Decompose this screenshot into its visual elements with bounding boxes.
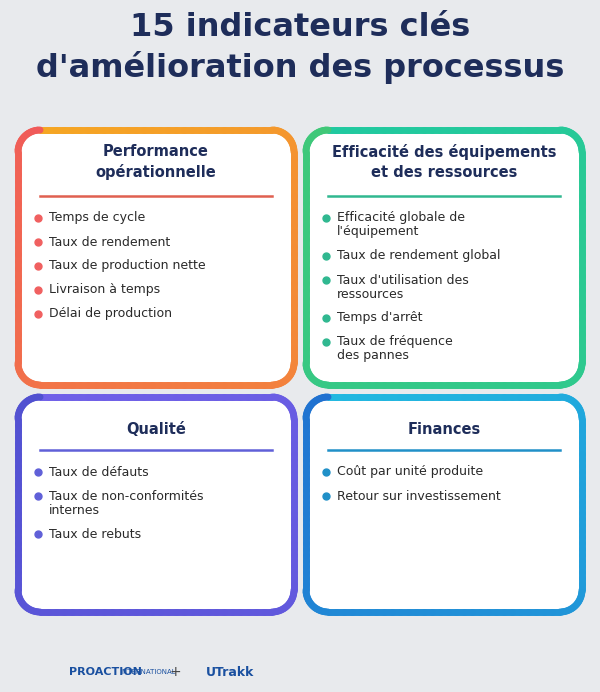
Text: Coût par unité produite: Coût par unité produite (337, 466, 483, 478)
Text: UTrakk: UTrakk (206, 666, 254, 678)
Text: Taux de rendement global: Taux de rendement global (337, 250, 500, 262)
Text: ressources: ressources (337, 287, 404, 300)
Text: INTERNATIONAL: INTERNATIONAL (120, 669, 176, 675)
Text: Taux de non-conformités: Taux de non-conformités (49, 489, 203, 502)
Text: Efficacité globale de: Efficacité globale de (337, 212, 465, 224)
FancyBboxPatch shape (20, 399, 292, 610)
FancyBboxPatch shape (308, 132, 580, 383)
Text: Temps d'arrêt: Temps d'arrêt (337, 311, 422, 325)
Text: d'amélioration des processus: d'amélioration des processus (36, 51, 564, 84)
Text: Taux de rebuts: Taux de rebuts (49, 527, 141, 540)
Text: Efficacité des équipements
et des ressources: Efficacité des équipements et des ressou… (332, 145, 556, 180)
Text: Taux de fréquence: Taux de fréquence (337, 336, 453, 349)
Text: Taux de rendement: Taux de rendement (49, 235, 170, 248)
Text: Délai de production: Délai de production (49, 307, 172, 320)
Text: PROACTION: PROACTION (68, 667, 142, 677)
Text: Taux de production nette: Taux de production nette (49, 260, 206, 273)
Text: 15 indicateurs clés: 15 indicateurs clés (130, 12, 470, 44)
Text: des pannes: des pannes (337, 349, 409, 363)
Text: Temps de cycle: Temps de cycle (49, 212, 145, 224)
Text: +: + (169, 665, 181, 679)
Text: Livraison à temps: Livraison à temps (49, 284, 160, 296)
Text: l'équipement: l'équipement (337, 226, 419, 239)
FancyBboxPatch shape (20, 132, 292, 383)
FancyBboxPatch shape (308, 399, 580, 610)
Text: Finances: Finances (407, 421, 481, 437)
Text: Performance
opérationnelle: Performance opérationnelle (95, 144, 217, 180)
Text: Taux d'utilisation des: Taux d'utilisation des (337, 273, 469, 286)
Text: Qualité: Qualité (126, 421, 186, 437)
Text: internes: internes (49, 504, 100, 516)
Text: Retour sur investissement: Retour sur investissement (337, 489, 501, 502)
Text: Taux de défauts: Taux de défauts (49, 466, 149, 478)
